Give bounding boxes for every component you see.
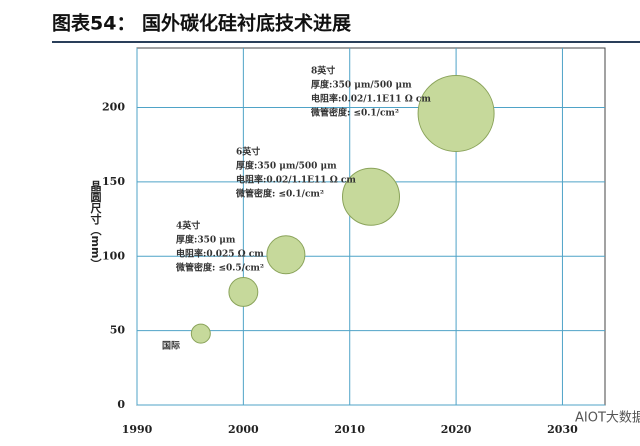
bubble xyxy=(342,167,400,226)
x-tick-label: 2000 xyxy=(228,423,259,436)
annotation: 厚度:350 μm xyxy=(176,234,236,246)
x-tick-label: 1990 xyxy=(122,423,153,436)
y-tick-label: 50 xyxy=(110,324,126,337)
chart-title: 图表54： 国外碳化硅衬底技术进展 xyxy=(52,12,351,35)
x-tick-label: 2030 xyxy=(547,423,578,436)
y-tick-label: 150 xyxy=(102,175,125,188)
x-tick-label: 2010 xyxy=(334,423,365,436)
annotation: 厚度:350 μm/500 μm xyxy=(311,79,412,91)
annotation: 微管密度: ≤0.5/cm² xyxy=(175,262,264,274)
watermark: AIOT大数据 xyxy=(575,411,640,426)
annotation: 电阻率:0.02/1.1E11 Ω cm xyxy=(236,174,356,186)
bubble xyxy=(266,235,306,275)
bubble xyxy=(190,323,211,344)
y-tick-label: 100 xyxy=(102,249,125,262)
x-tick-label: 2020 xyxy=(441,423,472,436)
y-axis-label: 晶圆尺寸（mm） xyxy=(89,180,103,269)
annotation: 厚度:350 μm/500 μm xyxy=(236,160,337,172)
annotation: 国际 xyxy=(162,341,180,352)
bubble xyxy=(228,277,259,307)
y-tick-label: 200 xyxy=(102,101,125,114)
annotation: 4英寸 xyxy=(176,220,200,232)
annotation: 6英寸 xyxy=(236,146,260,158)
annotation: 电阻率:0.025 Ω cm xyxy=(176,248,264,260)
annotation: 电阻率:0.02/1.1E11 Ω cm xyxy=(311,93,431,105)
annotation: 8英寸 xyxy=(311,65,335,77)
annotation: 微管密度: ≤0.1/cm² xyxy=(310,107,399,119)
annotation: 微管密度: ≤0.1/cm² xyxy=(235,188,324,200)
bubble xyxy=(417,74,495,152)
y-tick-label: 0 xyxy=(117,398,125,411)
